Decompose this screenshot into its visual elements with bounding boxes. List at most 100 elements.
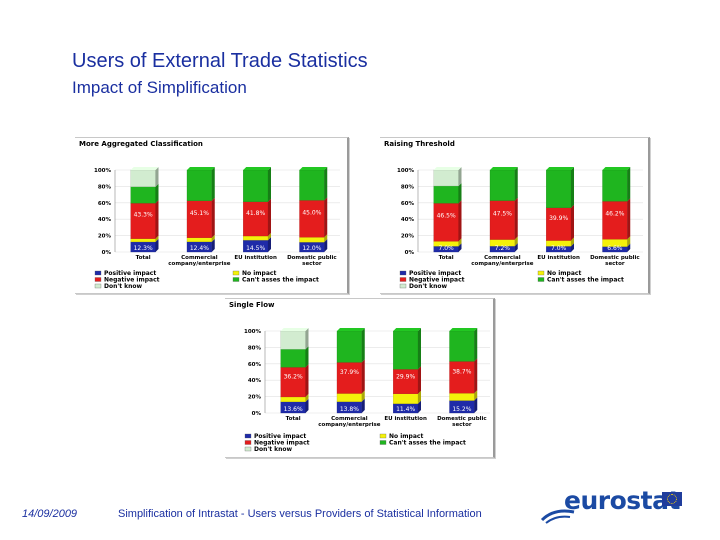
chart-panel-more-aggregated-classification: More Aggregated Classification 0% 20% 40% 6… <box>75 137 349 294</box>
bar-side <box>324 167 328 201</box>
bar-side <box>571 243 574 252</box>
legend-label: Positive impact <box>254 433 306 440</box>
legend-label: Don't know <box>409 283 448 290</box>
bar-segment-negative-impact <box>299 200 325 238</box>
bar-side <box>305 328 309 350</box>
stacked-bar-chart: 0% 20% 40% 60% 80% 100% 7.0% 46.5% Total 7.2% 47.5… <box>397 167 643 290</box>
legend-swatch <box>244 433 252 439</box>
bar-side <box>155 183 159 204</box>
data-label: 37.9% <box>340 369 359 376</box>
y-tick-label: 40% <box>248 378 262 384</box>
bar-top <box>187 167 215 170</box>
legend-label: Negative impact <box>409 277 465 284</box>
legend-label: Can't asses the impact <box>389 440 466 447</box>
category-label: company/enterprise <box>471 261 533 267</box>
y-tick-label: 20% <box>98 234 112 240</box>
bar-segment-negative-impact <box>130 202 156 239</box>
bar-segment-cant-assess <box>336 330 362 363</box>
bar-side <box>155 238 159 252</box>
legend-swatch <box>537 277 545 282</box>
bar-side <box>514 167 518 201</box>
category-label: Commercial <box>484 255 521 261</box>
legend-label: No impact <box>547 270 581 277</box>
legend-label: Can't asses the impact <box>242 277 319 284</box>
chart-panel-raising-threshold: Raising Threshold 0% 20% 40% 60% 80% 100% 7.0%… <box>380 137 650 294</box>
category-label: Commercial <box>181 255 218 261</box>
legend-label: Positive impact <box>409 270 461 277</box>
bar-segment-cant-assess <box>393 330 419 370</box>
bar-segment-cant-assess <box>546 169 572 208</box>
bar-segment-negative-impact <box>186 200 212 238</box>
bar-side <box>268 167 271 202</box>
bar-side <box>474 390 478 401</box>
y-tick-label: 20% <box>248 395 262 401</box>
bar-side <box>627 198 631 240</box>
bar-top <box>433 167 462 170</box>
data-label: 11.4% <box>396 406 415 413</box>
legend-label: Don't know <box>104 283 143 290</box>
legend-label: Positive impact <box>104 270 156 277</box>
bar-side <box>418 366 421 394</box>
bar-side <box>324 234 328 243</box>
bar-segment-negative-impact <box>280 367 306 398</box>
bar-side <box>211 167 215 201</box>
y-tick-label: 60% <box>98 201 112 207</box>
y-tick-label: 100% <box>244 329 261 335</box>
data-label: 13.8% <box>340 406 359 413</box>
bar-segment-cant-assess <box>489 169 515 201</box>
bar-segment-no-impact <box>186 237 212 242</box>
data-label: 41.8% <box>246 210 265 217</box>
data-label: 47.5% <box>493 210 512 217</box>
bar-side <box>458 243 462 252</box>
eu-flag-icon <box>662 492 682 506</box>
data-label: 38.7% <box>452 368 471 375</box>
data-label: 36.2% <box>284 374 303 381</box>
logo-swoosh-icon <box>540 509 575 524</box>
legend-swatch <box>244 446 252 452</box>
bar-side <box>627 243 631 252</box>
bar-side <box>268 237 271 252</box>
bar-segment-negative-impact <box>489 200 515 240</box>
data-label: 7.0% <box>551 245 567 252</box>
y-tick-label: 100% <box>397 168 414 174</box>
data-label: 46.2% <box>605 211 624 218</box>
data-label: 14.5% <box>246 245 265 252</box>
bar-side <box>458 200 462 242</box>
y-tick-label: 60% <box>248 362 262 368</box>
legend-swatch <box>94 277 102 282</box>
legend-swatch <box>399 270 407 276</box>
y-tick-label: 40% <box>401 217 415 223</box>
category-label: EU institution <box>234 255 277 261</box>
bar-top <box>490 167 518 170</box>
legend-swatch <box>379 433 387 439</box>
legend-label: No impact <box>242 270 276 277</box>
bar-side <box>361 328 365 363</box>
legend-swatch <box>399 277 407 282</box>
bar-segment-cant-assess <box>299 169 325 201</box>
legend-label: Don't know <box>254 446 293 453</box>
bar-side <box>305 346 309 368</box>
bar-side <box>211 197 215 238</box>
data-label: 29.9% <box>396 374 415 381</box>
bar-side <box>474 358 478 394</box>
bar-side <box>268 198 271 237</box>
bar-top <box>299 167 328 170</box>
category-label: Commercial <box>331 416 368 422</box>
legend-swatch <box>232 270 240 276</box>
y-tick-label: 0% <box>405 250 415 256</box>
bar-top <box>337 328 365 331</box>
bar-side <box>324 239 328 252</box>
bar-side <box>514 243 518 252</box>
bar-side <box>361 398 365 413</box>
legend-swatch <box>399 283 407 289</box>
bar-side <box>305 364 309 397</box>
y-tick-label: 100% <box>94 168 111 174</box>
category-label: company/enterprise <box>168 261 230 267</box>
bar-top <box>130 167 159 170</box>
data-label: 15.2% <box>452 406 471 413</box>
bar-side <box>155 200 159 239</box>
footer-text: Simplification of Intrastat - Users vers… <box>118 508 482 520</box>
bar-top <box>280 328 309 331</box>
legend-swatch <box>537 270 545 276</box>
bar-segment-no-impact <box>393 393 419 404</box>
